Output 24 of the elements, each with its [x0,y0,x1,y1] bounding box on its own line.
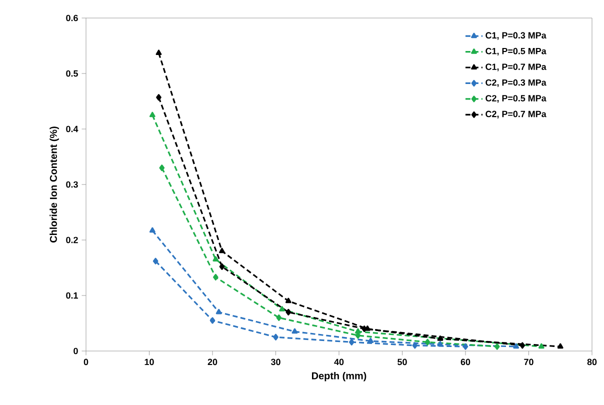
legend-label: C2, P=0.5 MPa [486,95,546,103]
x-tick-label: 70 [524,358,534,366]
x-tick-label: 60 [460,358,470,366]
y-tick-label: 0.3 [66,181,78,188]
legend-label: C1, P=0.3 MPa [486,32,546,40]
y-tick-label: 0.5 [66,70,78,77]
legend-label: C2, P=0.7 MPa [486,110,546,118]
x-axis-title: Depth (mm) [312,372,366,382]
y-tick-label: 0 [74,348,78,354]
y-tick-label: 0.1 [66,292,78,299]
x-tick-label: 40 [334,358,344,366]
x-tick-label: 80 [587,358,597,366]
x-tick-label: 0 [84,358,88,366]
legend-label: C2, P=0.3 MPa [486,79,546,88]
x-tick-label: 30 [270,358,280,366]
y-tick-label: 0.6 [66,14,78,22]
x-tick-label: 20 [208,358,218,366]
legend-label: C1, P=0.7 MPa [486,64,546,72]
y-tick-label: 0.2 [66,236,78,244]
legend-label: C1, P=0.5 MPa [486,48,546,56]
x-tick-label: 50 [398,358,407,366]
x-tick-label: 10 [144,358,154,366]
y-tick-label: 0.4 [66,126,78,132]
y-axis-title: Chloride Ion Content (%) [50,126,59,242]
